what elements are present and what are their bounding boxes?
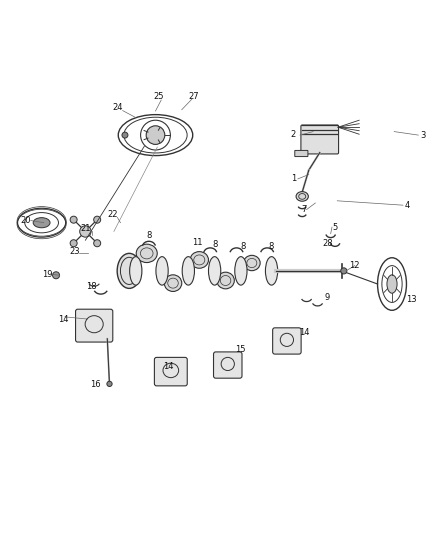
Text: 8: 8 <box>240 243 246 251</box>
Ellipse shape <box>235 257 247 285</box>
Ellipse shape <box>244 255 260 271</box>
Text: 24: 24 <box>112 103 123 112</box>
Text: 20: 20 <box>20 216 31 225</box>
Text: 8: 8 <box>212 240 217 249</box>
Text: 2: 2 <box>291 130 296 139</box>
Text: 1: 1 <box>291 174 296 183</box>
Circle shape <box>107 381 112 386</box>
Circle shape <box>94 240 101 247</box>
Text: 16: 16 <box>90 380 101 389</box>
FancyBboxPatch shape <box>295 150 308 157</box>
Text: 13: 13 <box>406 295 417 304</box>
Circle shape <box>70 216 77 223</box>
Circle shape <box>122 132 128 138</box>
Ellipse shape <box>387 275 397 293</box>
Text: 15: 15 <box>235 345 245 354</box>
FancyBboxPatch shape <box>214 352 242 378</box>
Text: 12: 12 <box>349 261 359 270</box>
Text: 4: 4 <box>405 201 410 209</box>
Ellipse shape <box>208 257 221 285</box>
Ellipse shape <box>164 275 182 292</box>
FancyBboxPatch shape <box>301 125 339 154</box>
Text: 14: 14 <box>299 328 310 337</box>
FancyBboxPatch shape <box>75 309 113 342</box>
Text: 18: 18 <box>86 282 96 290</box>
Ellipse shape <box>117 253 141 288</box>
Text: 22: 22 <box>108 211 118 219</box>
Text: 19: 19 <box>42 270 53 279</box>
FancyBboxPatch shape <box>272 328 301 354</box>
Text: 9: 9 <box>325 293 330 302</box>
Circle shape <box>70 240 77 247</box>
FancyBboxPatch shape <box>154 358 187 386</box>
Ellipse shape <box>265 257 278 285</box>
Circle shape <box>80 226 91 237</box>
Text: 23: 23 <box>69 247 80 256</box>
Ellipse shape <box>130 257 142 285</box>
Text: 28: 28 <box>322 239 333 248</box>
Text: 14: 14 <box>58 314 69 324</box>
Text: 11: 11 <box>192 238 202 247</box>
Text: 8: 8 <box>269 243 274 251</box>
Ellipse shape <box>33 217 50 228</box>
Text: 14: 14 <box>163 362 174 371</box>
Ellipse shape <box>136 244 157 263</box>
Ellipse shape <box>217 272 234 289</box>
Text: 27: 27 <box>188 92 199 101</box>
Circle shape <box>146 126 165 144</box>
Text: 8: 8 <box>146 231 152 240</box>
Ellipse shape <box>182 257 194 285</box>
Circle shape <box>341 268 347 274</box>
Ellipse shape <box>296 191 308 201</box>
Text: 25: 25 <box>153 92 164 101</box>
Text: 3: 3 <box>420 131 425 140</box>
Text: 5: 5 <box>332 223 338 232</box>
Circle shape <box>53 272 60 279</box>
Circle shape <box>94 216 101 223</box>
Text: 7: 7 <box>302 205 307 214</box>
Ellipse shape <box>156 257 168 285</box>
Text: 21: 21 <box>80 224 91 233</box>
Ellipse shape <box>190 252 208 268</box>
